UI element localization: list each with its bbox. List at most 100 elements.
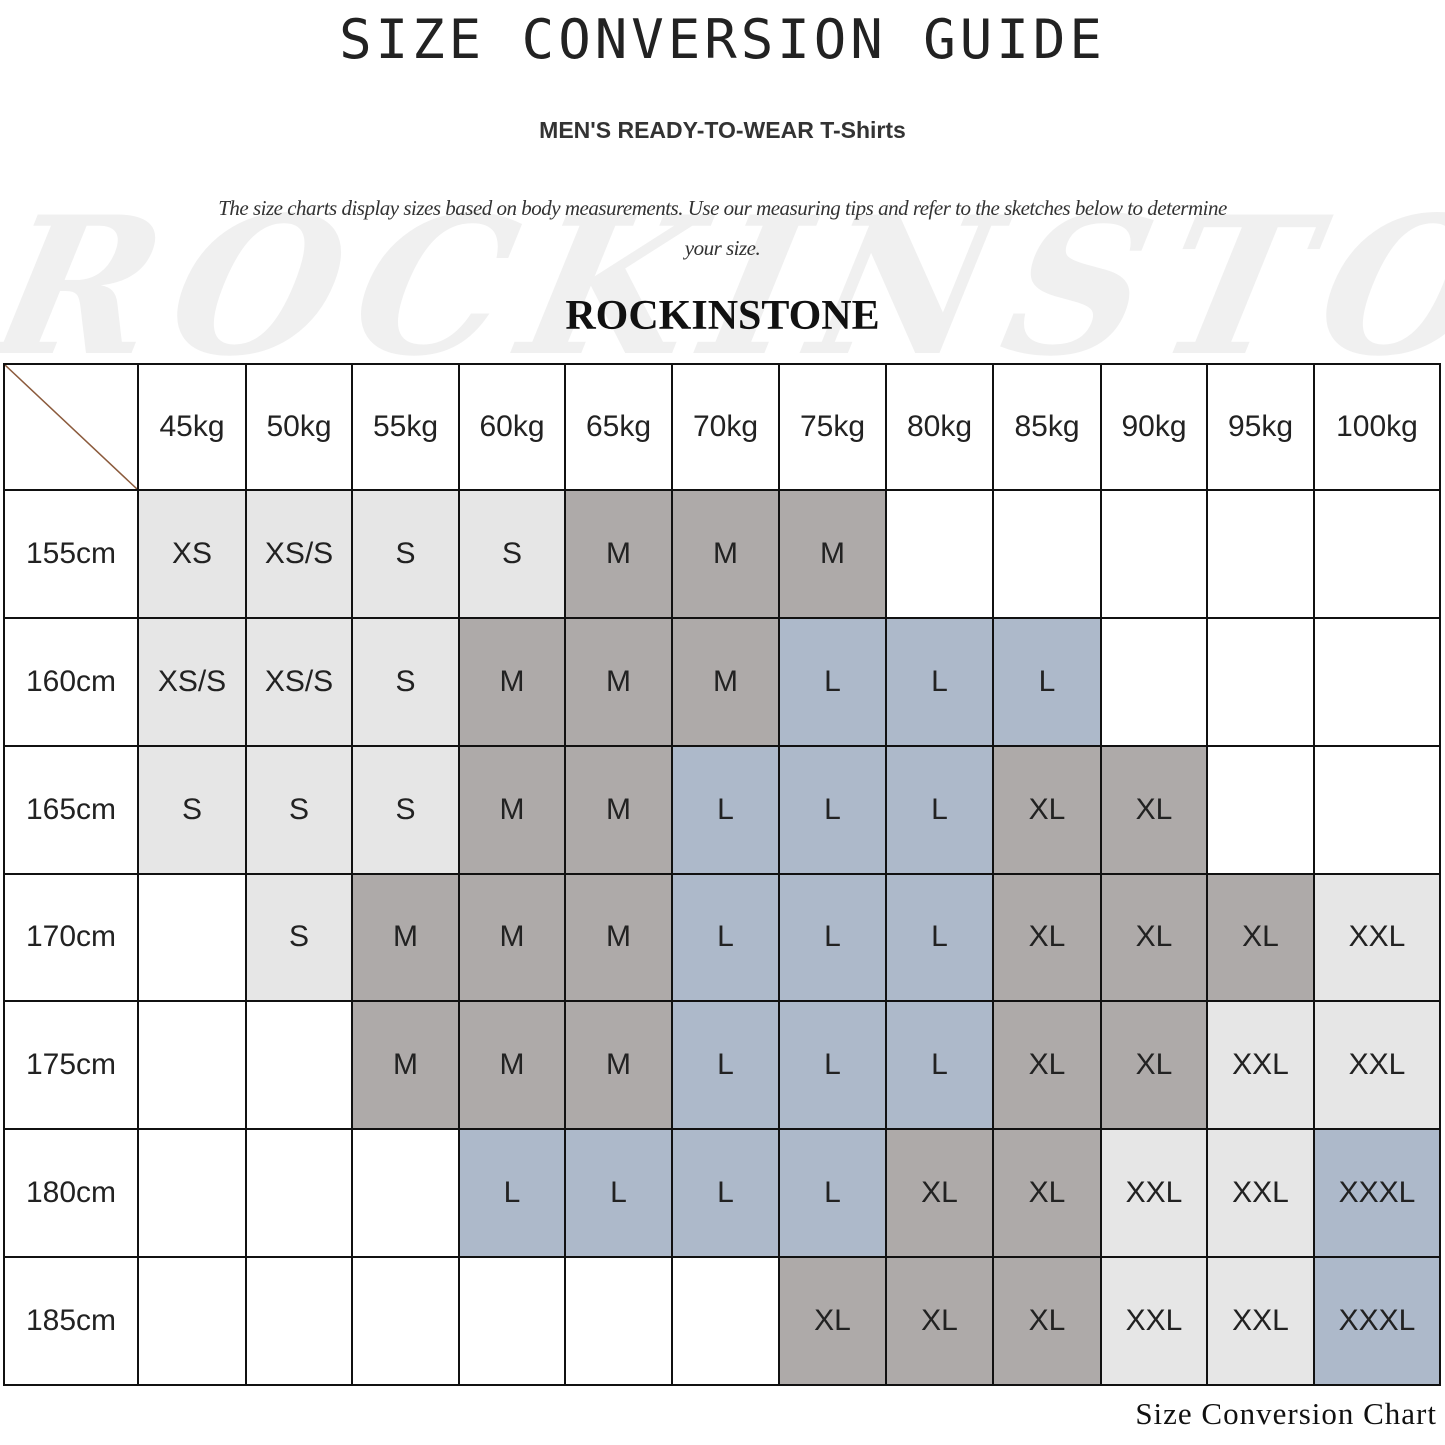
- size-cell: [351, 1256, 460, 1386]
- size-cell: XL: [992, 872, 1102, 1003]
- table-row: 180cm L L L L XL XL XXL XXL XXXL: [3, 1128, 1441, 1259]
- corner-cell: [3, 363, 139, 491]
- size-cell: M: [458, 1000, 566, 1131]
- weight-header: 75kg: [778, 363, 887, 491]
- size-cell: M: [564, 489, 673, 619]
- weight-header: 85kg: [992, 363, 1102, 491]
- size-cell: XL: [1206, 872, 1315, 1003]
- table-row: 165cm S S S M M L L L XL XL: [3, 744, 1441, 875]
- height-label: 185cm: [3, 1256, 139, 1386]
- size-cell: M: [671, 616, 780, 747]
- weight-header: 65kg: [564, 363, 673, 491]
- size-cell: M: [564, 616, 673, 747]
- size-cell: XL: [992, 1256, 1102, 1386]
- size-table: 45kg 50kg 55kg 60kg 65kg 70kg 75kg 80kg 85kg 90kg…: [3, 363, 1441, 1386]
- size-cell: L: [778, 1128, 887, 1259]
- size-cell: L: [778, 744, 887, 875]
- size-cell: S: [245, 744, 353, 875]
- size-cell: S: [351, 616, 460, 747]
- size-cell: XS: [137, 489, 247, 619]
- size-cell: M: [458, 744, 566, 875]
- weight-header: 90kg: [1100, 363, 1208, 491]
- size-cell: XL: [992, 744, 1102, 875]
- subtitle: MEN'S READY-TO-WEAR T-Shirts: [539, 117, 906, 143]
- size-cell: XXL: [1206, 1000, 1315, 1131]
- size-cell: [137, 1128, 247, 1259]
- size-cell: XXL: [1100, 1128, 1208, 1259]
- size-cell: XS/S: [245, 489, 353, 619]
- size-cell: XL: [885, 1128, 994, 1259]
- size-cell: M: [778, 489, 887, 619]
- size-cell: M: [564, 872, 673, 1003]
- size-cell: [351, 1128, 460, 1259]
- size-cell: L: [671, 744, 780, 875]
- size-cell: XXXL: [1313, 1256, 1441, 1386]
- size-cell: [137, 872, 247, 1003]
- table-row: 175cm M M M L L L XL XL XXL XXL: [3, 1000, 1441, 1131]
- size-cell: [137, 1256, 247, 1386]
- size-cell: XXXL: [1313, 1128, 1441, 1259]
- size-cell: M: [564, 1000, 673, 1131]
- size-cell: M: [458, 872, 566, 1003]
- weight-header: 80kg: [885, 363, 994, 491]
- size-cell: [564, 1256, 673, 1386]
- brand-name: ROCKINSTONE: [565, 293, 880, 339]
- size-cell: L: [671, 1128, 780, 1259]
- height-label: 160cm: [3, 616, 139, 747]
- size-cell: [1206, 616, 1315, 747]
- table-row: 185cm XL XL XL XXL XXL XXXL: [3, 1256, 1441, 1386]
- size-cell: M: [351, 872, 460, 1003]
- size-cell: L: [992, 616, 1102, 747]
- height-label: 170cm: [3, 872, 139, 1003]
- size-cell: M: [458, 616, 566, 747]
- page-title: SIZE CONVERSION GUIDE: [339, 8, 1106, 71]
- size-cell: XL: [992, 1128, 1102, 1259]
- size-cell: [1206, 489, 1315, 619]
- size-cell: L: [778, 1000, 887, 1131]
- size-cell: L: [778, 872, 887, 1003]
- table-row: 155cm XS XS/S S S M M M: [3, 489, 1441, 619]
- size-cell: XXL: [1313, 1000, 1441, 1131]
- diagonal-line: [5, 365, 137, 489]
- table-row: 170cm S M M M L L L XL XL XL XXL: [3, 872, 1441, 1003]
- size-cell: S: [351, 744, 460, 875]
- size-cell: S: [458, 489, 566, 619]
- description: The size charts display sizes based on b…: [218, 196, 1227, 260]
- size-cell: M: [671, 489, 780, 619]
- size-cell: [458, 1256, 566, 1386]
- size-cell: XL: [992, 1000, 1102, 1131]
- size-cell: S: [245, 872, 353, 1003]
- size-cell: M: [564, 744, 673, 875]
- size-cell: S: [351, 489, 460, 619]
- size-cell: L: [564, 1128, 673, 1259]
- footer-caption: Size Conversion Chart: [1135, 1396, 1437, 1431]
- height-label: 180cm: [3, 1128, 139, 1259]
- weight-header: 45kg: [137, 363, 247, 491]
- size-cell: XL: [885, 1256, 994, 1386]
- size-cell: [245, 1000, 353, 1131]
- size-cell: XXL: [1100, 1256, 1208, 1386]
- size-cell: L: [778, 616, 887, 747]
- height-label: 165cm: [3, 744, 139, 875]
- size-cell: [671, 1256, 780, 1386]
- size-cell: L: [671, 1000, 780, 1131]
- size-cell: [1313, 489, 1441, 619]
- size-cell: [1206, 744, 1315, 875]
- size-cell: [137, 1000, 247, 1131]
- size-cell: [992, 489, 1102, 619]
- size-cell: L: [885, 1000, 994, 1131]
- size-cell: L: [885, 744, 994, 875]
- size-cell: [1313, 744, 1441, 875]
- size-cell: [1100, 489, 1208, 619]
- size-cell: L: [458, 1128, 566, 1259]
- size-cell: XL: [1100, 872, 1208, 1003]
- size-cell: L: [671, 872, 780, 1003]
- header-row: 45kg 50kg 55kg 60kg 65kg 70kg 75kg 80kg 85kg 90kg…: [3, 363, 1441, 491]
- size-cell: [245, 1128, 353, 1259]
- size-cell: XS/S: [137, 616, 247, 747]
- size-cell: XL: [778, 1256, 887, 1386]
- size-cell: [885, 489, 994, 619]
- size-cell: XL: [1100, 744, 1208, 875]
- size-cell: XL: [1100, 1000, 1208, 1131]
- size-cell: M: [351, 1000, 460, 1131]
